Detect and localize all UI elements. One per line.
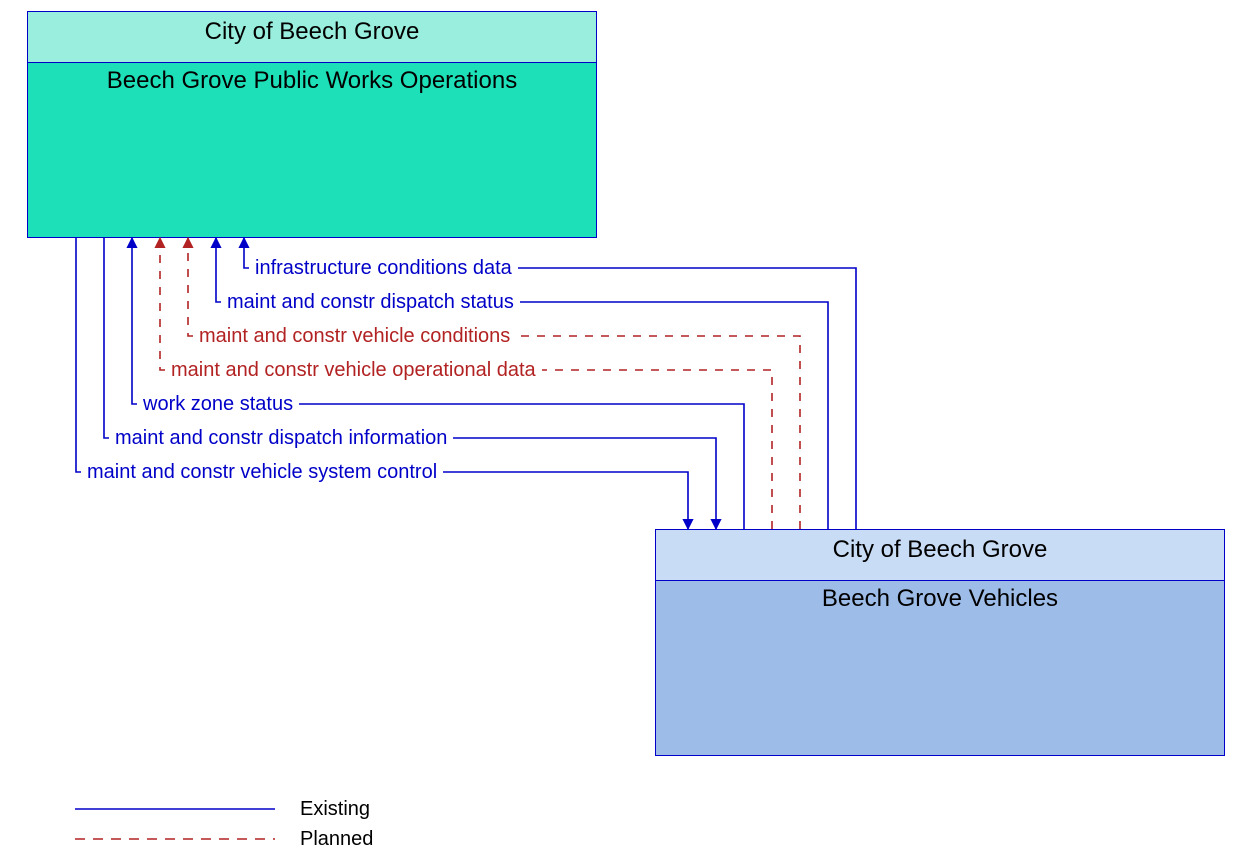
node-public-works-header: City of Beech Grove <box>28 12 596 63</box>
node-vehicles-header: City of Beech Grove <box>656 530 1224 581</box>
flow-edge-f1-b <box>518 268 856 529</box>
flow-label-f7: maint and constr vehicle system control <box>87 462 437 482</box>
flow-edge-f2-b <box>520 302 828 529</box>
flow-edge-f4-b <box>542 370 772 529</box>
flow-edge-f6-a <box>104 238 109 438</box>
flow-edge-f3-b <box>516 336 800 529</box>
flow-edge-f7-b <box>443 472 688 529</box>
flow-label-f2: maint and constr dispatch status <box>227 292 514 312</box>
flow-edge-f5-a <box>132 238 137 404</box>
legend-planned-label: Planned <box>300 828 373 851</box>
node-vehicles-body: Beech Grove Vehicles <box>656 581 1224 613</box>
flow-edge-f6-b <box>453 438 716 529</box>
flow-label-f4: maint and constr vehicle operational dat… <box>171 360 536 380</box>
flow-label-f5: work zone status <box>143 394 293 414</box>
flow-edge-f1-a <box>244 238 249 268</box>
flow-label-f1: infrastructure conditions data <box>255 258 512 278</box>
node-public-works-body: Beech Grove Public Works Operations <box>28 63 596 95</box>
node-public-works-operations: City of Beech Grove Beech Grove Public W… <box>27 11 597 238</box>
flow-edge-f3-a <box>188 238 193 336</box>
legend-existing-label: Existing <box>300 798 370 821</box>
flow-label-f6: maint and constr dispatch information <box>115 428 447 448</box>
flow-edge-f7-a <box>76 238 81 472</box>
node-beech-grove-vehicles: City of Beech Grove Beech Grove Vehicles <box>655 529 1225 756</box>
flow-edge-f4-a <box>160 238 165 370</box>
flow-label-f3: maint and constr vehicle conditions <box>199 326 510 346</box>
flow-edge-f2-a <box>216 238 221 302</box>
